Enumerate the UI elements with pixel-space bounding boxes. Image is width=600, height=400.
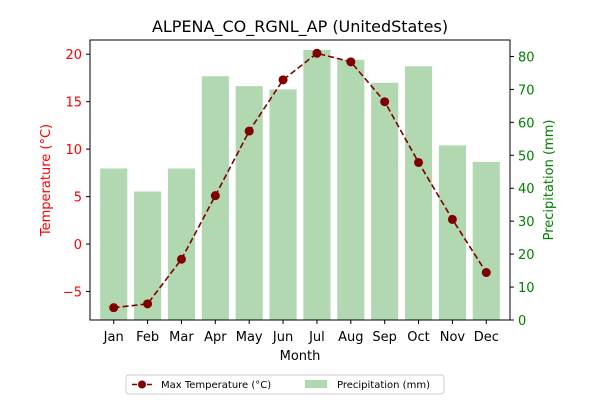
- x-tick-label-sep: Sep: [372, 330, 397, 345]
- right-y-tick-label: 70: [518, 83, 535, 98]
- temp-point-jan: [109, 303, 119, 313]
- temp-point-feb: [143, 299, 153, 309]
- right-y-tick-label: 60: [518, 116, 535, 131]
- precip-bar-mar: [167, 168, 195, 320]
- right-y-tick-label: 50: [518, 149, 535, 164]
- x-tick-label-jan: Jan: [103, 330, 124, 345]
- right-y-tick-label: 30: [518, 215, 535, 230]
- temp-point-dec: [481, 268, 491, 278]
- chart-title: ALPENA_CO_RGNL_AP (UnitedStates): [152, 17, 448, 37]
- x-tick-label-aug: Aug: [338, 330, 363, 345]
- precip-bar-jun: [269, 89, 297, 320]
- left-y-axis: −5 0 5 10 15 20: [63, 48, 90, 301]
- legend-frame: [125, 374, 445, 395]
- right-y-axis-label: Precipitation (mm): [542, 120, 557, 241]
- x-tick-label-jun: Jun: [272, 330, 293, 345]
- precip-bar-aug: [337, 59, 365, 320]
- legend-temperature-label: Max Temperature (°C): [161, 380, 271, 391]
- x-tick-label-jul: Jul: [308, 330, 325, 345]
- precip-bar-sep: [371, 82, 399, 320]
- x-axis-label: Month: [280, 349, 321, 364]
- left-y-tick-label: 0: [74, 238, 82, 253]
- right-y-tick-label: 80: [518, 50, 535, 65]
- legend: Max Temperature (°C) Precipitation (mm): [125, 374, 445, 395]
- x-tick-label-feb: Feb: [136, 330, 159, 345]
- precip-bar-jan: [100, 168, 128, 320]
- left-y-tick-label: 20: [65, 48, 82, 63]
- right-y-tick-label: 20: [518, 248, 535, 263]
- x-tick-label-oct: Oct: [407, 330, 429, 345]
- legend-temperature-marker: [138, 380, 146, 389]
- legend-precipitation-label: Precipitation (mm): [337, 380, 430, 391]
- temp-point-oct: [414, 157, 424, 167]
- x-axis: Jan Feb Mar Apr May Jun Jul Aug Sep Oct Nov Dec: [103, 320, 499, 345]
- left-y-tick-label: 15: [65, 96, 82, 111]
- left-y-tick-label: 5: [74, 191, 82, 206]
- left-y-tick-label: −5: [63, 286, 82, 301]
- right-y-tick-label: 40: [518, 182, 535, 197]
- temp-point-nov: [447, 214, 457, 224]
- right-y-axis: 0 10 20 30 40 50 60 70 80: [510, 50, 535, 329]
- temp-point-aug: [346, 57, 356, 67]
- temperature-line: [109, 48, 491, 313]
- precip-bar-feb: [134, 191, 162, 320]
- plot-frame: [89, 39, 511, 321]
- precip-bar-may: [235, 86, 263, 320]
- temp-point-jun: [278, 75, 288, 85]
- temp-point-mar: [176, 254, 186, 264]
- x-tick-label-dec: Dec: [474, 330, 499, 345]
- x-tick-label-nov: Nov: [440, 330, 466, 345]
- precip-bar-oct: [405, 66, 433, 321]
- precip-bar-dec: [472, 161, 500, 320]
- left-y-axis-label: Temperature (°C): [39, 124, 54, 237]
- precip-bar-nov: [438, 145, 466, 320]
- x-tick-label-apr: Apr: [204, 330, 227, 345]
- temp-point-sep: [380, 97, 390, 107]
- legend-precipitation-swatch: [305, 380, 327, 388]
- right-y-tick-label: 0: [518, 314, 526, 329]
- precipitation-bars: [100, 49, 500, 321]
- x-tick-label-may: May: [236, 330, 263, 345]
- temp-point-apr: [210, 191, 220, 201]
- precip-bar-jul: [303, 49, 331, 320]
- left-y-tick-label: 10: [65, 143, 82, 158]
- temperature-series-line: [113, 52, 487, 309]
- right-y-tick-label: 10: [518, 281, 535, 296]
- temp-point-jul: [312, 48, 322, 58]
- temp-point-may: [244, 126, 254, 136]
- x-tick-label-mar: Mar: [169, 330, 194, 345]
